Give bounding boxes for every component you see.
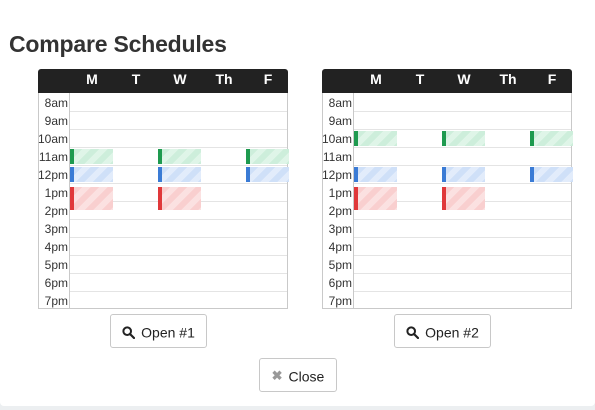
time-column-divider	[353, 93, 354, 308]
time-label: 10am	[38, 132, 69, 146]
class-block-green[interactable]	[158, 149, 201, 164]
hour-gridline	[354, 129, 571, 130]
time-label: 8am	[44, 96, 68, 110]
time-label: 3pm	[44, 222, 68, 236]
time-label: 2pm	[328, 204, 352, 218]
day-label: T	[131, 71, 141, 87]
hour-gridline	[70, 255, 287, 256]
time-label: 2pm	[44, 204, 68, 218]
hour-gridline	[354, 165, 571, 166]
hour-gridline	[354, 183, 571, 184]
time-label: 1pm	[44, 186, 68, 200]
time-column-divider	[69, 93, 70, 308]
time-label: 9am	[328, 114, 352, 128]
time-label: 4pm	[328, 240, 352, 254]
dialog-title: Compare Schedules	[9, 31, 227, 57]
time-label: 11am	[38, 150, 68, 164]
hour-gridline	[354, 147, 571, 148]
open-schedule-2-button[interactable]: Open #2	[394, 314, 491, 348]
class-block-red[interactable]	[70, 187, 113, 210]
day-label: M	[370, 71, 382, 87]
class-block-blue[interactable]	[354, 167, 397, 182]
hour-gridline	[70, 273, 287, 274]
time-label: 7pm	[44, 294, 68, 308]
hour-gridline	[70, 219, 287, 220]
time-label: 4pm	[44, 240, 68, 254]
time-label: 6pm	[328, 276, 352, 290]
hour-gridline	[70, 111, 287, 112]
day-label: F	[263, 71, 273, 87]
day-label: M	[86, 71, 98, 87]
day-label: W	[457, 71, 471, 87]
time-label: 1pm	[328, 186, 352, 200]
hour-gridline	[354, 291, 571, 292]
schedule-1: M T W Th F 8am 9am 10am 11am 12pm 1pm 2pm 3pm 4pm 5pm 6…	[38, 69, 289, 309]
class-block-blue[interactable]	[158, 167, 201, 182]
hour-gridline	[70, 129, 287, 130]
day-label: F	[547, 71, 557, 87]
class-block-red[interactable]	[158, 187, 201, 210]
day-header: M T W Th F	[38, 69, 288, 93]
hour-gridline	[354, 219, 571, 220]
day-label: W	[173, 71, 187, 87]
time-label: 6pm	[44, 276, 68, 290]
day-header: M T W Th F	[322, 69, 572, 93]
day-label: Th	[215, 71, 233, 87]
hour-gridline	[354, 237, 571, 238]
time-label: 5pm	[44, 258, 68, 272]
time-label: 3pm	[328, 222, 352, 236]
class-block-red[interactable]	[354, 187, 397, 210]
hour-gridline	[354, 111, 571, 112]
open-schedule-2-label: Open #2	[425, 324, 479, 341]
class-block-green[interactable]	[530, 131, 573, 146]
time-label: 5pm	[328, 258, 352, 272]
close-icon: ✖	[271, 368, 283, 383]
class-block-green[interactable]	[354, 131, 397, 146]
hour-gridline	[70, 147, 287, 148]
hour-gridline	[354, 255, 571, 256]
time-label: 9am	[44, 114, 68, 128]
hour-gridline	[70, 165, 287, 166]
class-block-red[interactable]	[442, 187, 485, 210]
class-block-green[interactable]	[70, 149, 113, 164]
time-label: 10am	[322, 132, 353, 146]
day-label: T	[415, 71, 425, 87]
time-label: 12pm	[38, 168, 69, 182]
class-block-blue[interactable]	[442, 167, 485, 182]
class-block-blue[interactable]	[246, 167, 289, 182]
close-label: Close	[288, 368, 325, 385]
open-schedule-1-button[interactable]: Open #1	[110, 314, 207, 348]
search-icon	[122, 326, 136, 339]
class-block-green[interactable]	[442, 131, 485, 146]
time-label: 12pm	[322, 168, 353, 182]
hour-gridline	[70, 183, 287, 184]
hour-gridline	[70, 237, 287, 238]
hour-gridline	[70, 291, 287, 292]
time-label: 8am	[328, 96, 352, 110]
day-label: Th	[499, 71, 517, 87]
class-block-green[interactable]	[246, 149, 289, 164]
time-label: 11am	[322, 150, 352, 164]
search-icon	[406, 326, 420, 339]
hour-gridline	[354, 273, 571, 274]
schedule-2: M T W Th F 8am 9am 10am 11am 12pm 1pm 2pm 3pm 4pm 5pm 6…	[322, 69, 573, 309]
open-schedule-1-label: Open #1	[141, 324, 195, 341]
close-button[interactable]: ✖ Close	[259, 358, 337, 392]
class-block-blue[interactable]	[70, 167, 113, 182]
time-label: 7pm	[328, 294, 352, 308]
class-block-blue[interactable]	[530, 167, 573, 182]
